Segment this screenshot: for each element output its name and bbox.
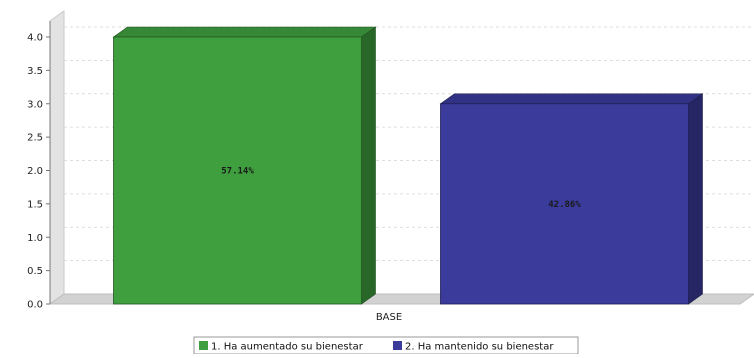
bar-side-face: [361, 26, 376, 305]
legend-label: 2. Ha mantenido su bienestar: [405, 342, 554, 353]
bar-2: [439, 93, 704, 305]
y-tick-label: 0.0: [27, 300, 43, 311]
bar-data-label: 57.14%: [221, 167, 254, 177]
legend-item: 1. Ha aumentado su bienestar: [199, 341, 364, 353]
bar-data-label: 42.86%: [548, 200, 581, 210]
bar-front-face: [113, 36, 362, 305]
legend: 1. Ha aumentado su bienestar 2. Ha manten…: [193, 336, 579, 355]
y-tick-label: 4.0: [27, 33, 43, 44]
bar-side-face: [688, 93, 703, 305]
y-tick-label: 1.5: [27, 199, 43, 210]
bar-top-face: [112, 26, 377, 38]
legend-item: 2. Ha mantenido su bienestar: [393, 341, 554, 353]
legend-swatch: [393, 341, 402, 350]
y-tick-label: 3.0: [27, 99, 43, 110]
bar-top-face: [439, 93, 704, 105]
y-tick-label: 0.5: [27, 266, 43, 277]
plot-side-wall: [49, 10, 65, 305]
y-tick-label: 2.0: [27, 166, 43, 177]
legend-swatch: [199, 341, 208, 350]
y-tick-label: 1.0: [27, 233, 43, 244]
bar-front-face: [440, 103, 689, 305]
bar-1: [112, 26, 377, 305]
x-category-label: BASE: [376, 312, 402, 323]
legend-label: 1. Ha aumentado su bienestar: [211, 342, 364, 353]
y-tick-label: 2.5: [27, 133, 43, 144]
y-tick-label: 3.5: [27, 66, 43, 77]
